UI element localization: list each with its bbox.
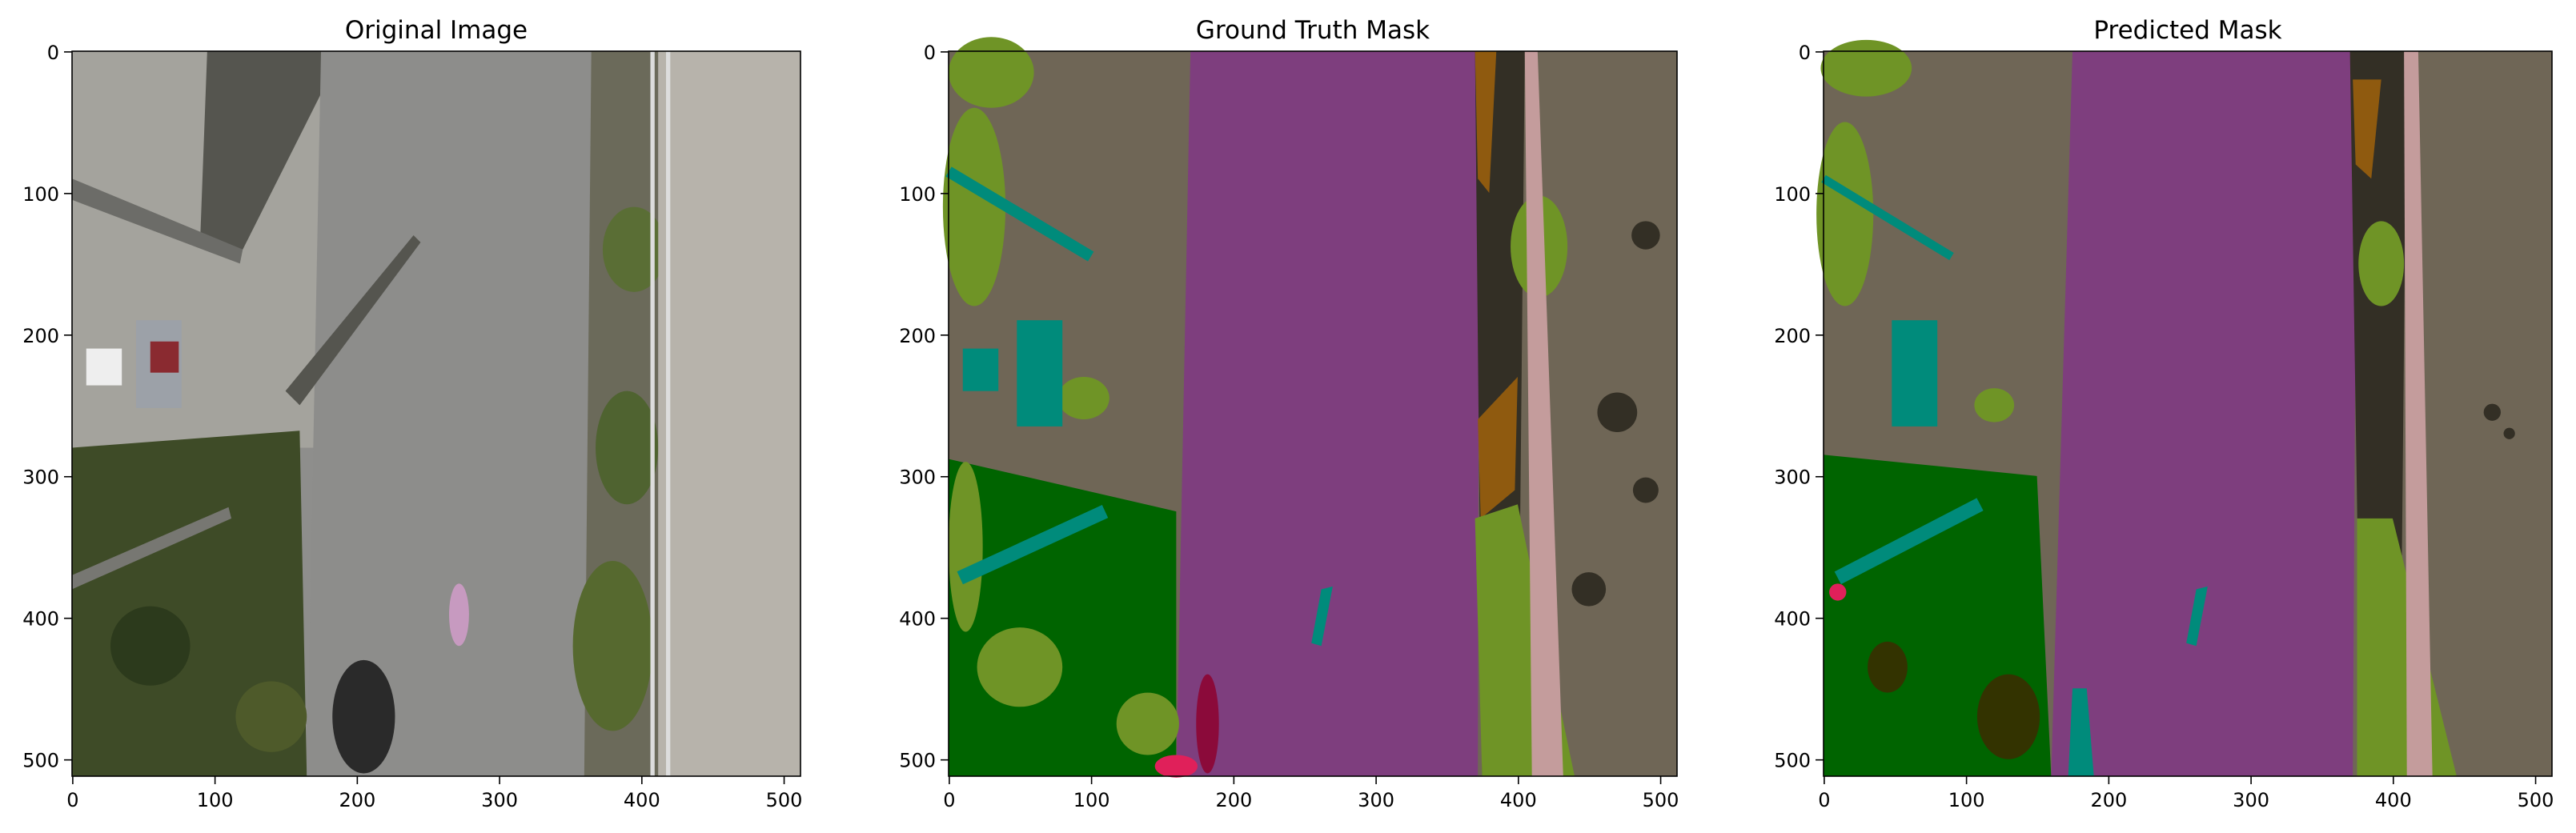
y-tick-label: 100 [22, 183, 59, 206]
y-tick-label: 300 [22, 467, 59, 489]
x-tick-label: 0 [66, 789, 78, 811]
x-tick-label: 0 [1818, 789, 1830, 811]
x-tick-label: 100 [1948, 789, 1985, 811]
y-tick-label: 100 [1774, 183, 1811, 206]
axes-frame [948, 50, 1678, 777]
x-tick-label: 300 [1358, 789, 1394, 811]
panel-title: Original Image [345, 16, 528, 45]
x-tick-label: 200 [2090, 789, 2127, 811]
x-tick-label: 200 [339, 789, 375, 811]
x-tick-label: 200 [1215, 789, 1252, 811]
y-tick-label: 200 [1774, 325, 1811, 347]
x-tick-label: 100 [1073, 789, 1110, 811]
y-tick-label: 0 [47, 42, 59, 64]
y-tick-label: 400 [1774, 608, 1811, 631]
x-tick-label: 500 [1643, 789, 1679, 811]
original-image [72, 51, 800, 776]
x-tick-label: 400 [624, 789, 660, 811]
y-tick-label: 400 [22, 608, 59, 631]
y-tick-label: 200 [899, 325, 936, 347]
y-tick-label: 300 [899, 467, 936, 489]
y-tick-label: 0 [924, 42, 936, 64]
x-tick-label: 300 [2233, 789, 2269, 811]
axes-frame [71, 50, 801, 777]
x-tick-label: 400 [1500, 789, 1537, 811]
x-tick-label: 0 [943, 789, 955, 811]
y-tick-label: 500 [22, 750, 59, 772]
predicted-mask [1816, 39, 2552, 776]
y-tick-label: 400 [899, 608, 936, 631]
x-tick-label: 400 [2375, 789, 2412, 811]
y-tick-label: 100 [899, 183, 936, 206]
x-tick-label: 500 [766, 789, 803, 811]
panel-title: Ground Truth Mask [1196, 16, 1430, 45]
x-tick-label: 100 [197, 789, 234, 811]
y-tick-label: 200 [22, 325, 59, 347]
x-tick-label: 500 [2518, 789, 2554, 811]
y-tick-label: 300 [1774, 467, 1811, 489]
y-tick-label: 0 [1799, 42, 1811, 64]
panel-title: Predicted Mask [2093, 16, 2281, 45]
axes-frame [1823, 50, 2553, 777]
y-tick-label: 500 [1774, 750, 1811, 772]
y-tick-label: 500 [899, 750, 936, 772]
x-tick-label: 300 [481, 789, 518, 811]
ground-truth-mask [942, 37, 1677, 778]
